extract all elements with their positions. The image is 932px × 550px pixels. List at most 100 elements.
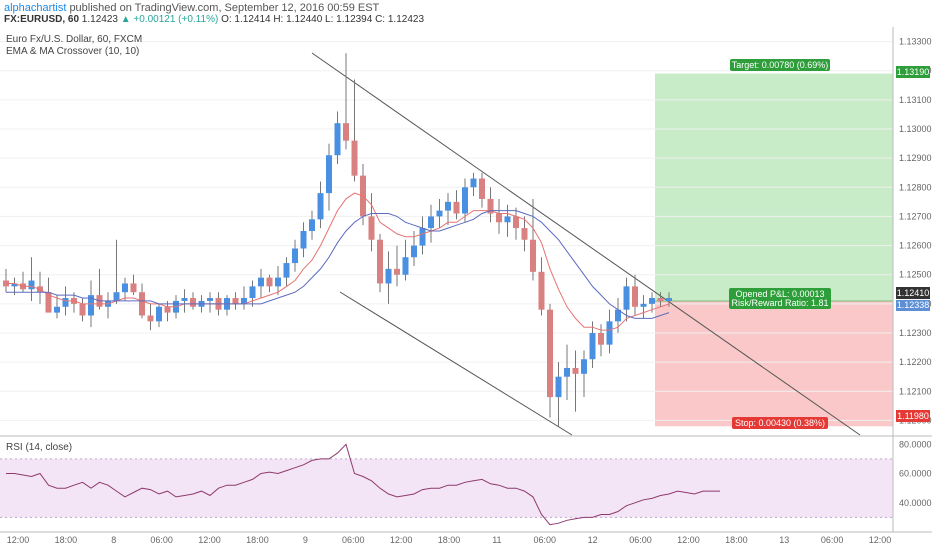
price-tick-label: 1.13300	[899, 37, 932, 47]
price-tick-label: 1.13100	[899, 95, 932, 105]
candle-body	[572, 367, 579, 374]
time-tick-label: 06:00	[342, 535, 365, 545]
time-tick-label: 12	[588, 535, 598, 545]
candle-body	[130, 283, 137, 293]
time-tick-label: 06:00	[534, 535, 557, 545]
candle-body	[292, 248, 298, 264]
candle-body	[113, 292, 120, 301]
candle-body	[79, 303, 86, 316]
candle-body	[28, 280, 35, 290]
candle-body	[88, 295, 94, 316]
stop-box	[732, 417, 828, 429]
rsi-tick-label: 60.0000	[899, 469, 932, 479]
candle-body	[309, 219, 315, 231]
candle-body	[11, 283, 18, 287]
lower-trendline	[339, 291, 573, 436]
time-tick-label: 18:00	[246, 535, 269, 545]
candle-body	[496, 213, 502, 223]
rsi-band	[0, 458, 893, 518]
price-tick-label: 1.12600	[899, 241, 932, 251]
chart-title: Euro Fx/U.S. Dollar, 60, FXCM	[6, 34, 142, 45]
candle-body	[334, 123, 341, 156]
candle-body	[555, 376, 562, 398]
chart-header: alphachartist published on TradingView.c…	[0, 0, 932, 26]
candle-body	[657, 298, 664, 301]
indicator-label: EMA & MA Crossover (10, 10)	[6, 46, 139, 57]
current-price: 1.12410	[897, 288, 930, 298]
price-tick-label: 1.13000	[899, 124, 932, 134]
price-tick-label: 1.12800	[899, 182, 932, 192]
time-tick-label: 9	[303, 535, 308, 545]
candle-body	[538, 271, 545, 310]
publish-line: alphachartist published on TradingView.c…	[4, 2, 379, 14]
candle-body	[530, 239, 536, 272]
symbol[interactable]: FX:EURUSD, 60	[4, 14, 80, 25]
candle-body	[275, 277, 281, 287]
candle-body	[521, 228, 528, 240]
candle-body	[632, 286, 638, 307]
candle-body	[207, 298, 213, 301]
rr-label: Risk/Reward Ratio: 1.81	[731, 298, 828, 308]
candle-body	[487, 198, 494, 214]
symbol-line: FX:EURUSD, 60 1.12423 ▲ +0.00121 (+0.11%…	[4, 14, 424, 25]
price-tick-label: 1.12300	[899, 328, 932, 338]
price-axis-bg	[893, 27, 932, 532]
price-tick-label: 1.12100	[899, 386, 932, 396]
rsi-line	[6, 443, 720, 526]
time-tick-label: 8	[111, 535, 116, 545]
time-tick-label: 12:00	[7, 535, 30, 545]
candle-body	[640, 303, 647, 307]
candle-body	[513, 216, 519, 229]
author-link[interactable]: alphachartist	[4, 2, 67, 14]
target-label: Target: 0.00780 (0.69%)	[732, 60, 829, 70]
time-tick-label: 18:00	[438, 535, 461, 545]
candle-body	[394, 268, 400, 275]
candle-body	[589, 333, 596, 360]
current-price-tag	[896, 287, 930, 299]
candle-body	[419, 228, 426, 246]
candle-body	[241, 298, 247, 304]
time-tick-label: 12:00	[390, 535, 413, 545]
pnl-box	[729, 288, 831, 309]
time-tick-label: 06:00	[821, 535, 844, 545]
candle-body	[598, 333, 604, 345]
candle-body	[462, 187, 468, 214]
candle-body	[479, 178, 485, 199]
candle-body	[181, 298, 188, 301]
price-tick-label: 1.12500	[899, 270, 932, 280]
candle-body	[368, 216, 375, 240]
candle-body	[62, 298, 69, 307]
published-text: published on TradingView.com, September …	[69, 2, 380, 14]
rsi-tick-label: 80.0000	[899, 439, 932, 449]
ohlc-values: O: 1.12414 H: 1.12440 L: 1.12394 C: 1.12…	[221, 14, 425, 25]
time-tick-label: 12:00	[677, 535, 700, 545]
rsi-tick-label: 40.0000	[899, 498, 932, 508]
upper-trendline	[311, 52, 861, 436]
candle-body	[326, 155, 332, 194]
time-tick-label: 18:00	[55, 535, 78, 545]
candle-body	[139, 292, 145, 316]
candle-body	[402, 257, 409, 275]
candle-body	[351, 140, 358, 176]
candle-body	[666, 298, 672, 301]
candle-body	[249, 286, 256, 299]
candle-body	[564, 367, 570, 377]
extra-price: 1.12338	[897, 300, 930, 310]
stop-zone	[655, 300, 893, 427]
candle-body	[164, 306, 171, 313]
candle-body	[317, 193, 324, 220]
candle-body	[122, 283, 128, 293]
candle-body	[258, 277, 264, 287]
candle-body	[453, 201, 460, 214]
candle-body	[45, 292, 52, 313]
candle-body	[343, 123, 349, 141]
candle-body	[54, 306, 60, 313]
rsi-label: RSI (14, close)	[6, 442, 72, 453]
time-tick-label: 06:00	[150, 535, 173, 545]
candle-body	[445, 201, 451, 211]
candle-body	[436, 210, 443, 217]
candle-body	[232, 298, 239, 304]
time-tick-label: 06:00	[629, 535, 652, 545]
target-box	[730, 59, 830, 71]
